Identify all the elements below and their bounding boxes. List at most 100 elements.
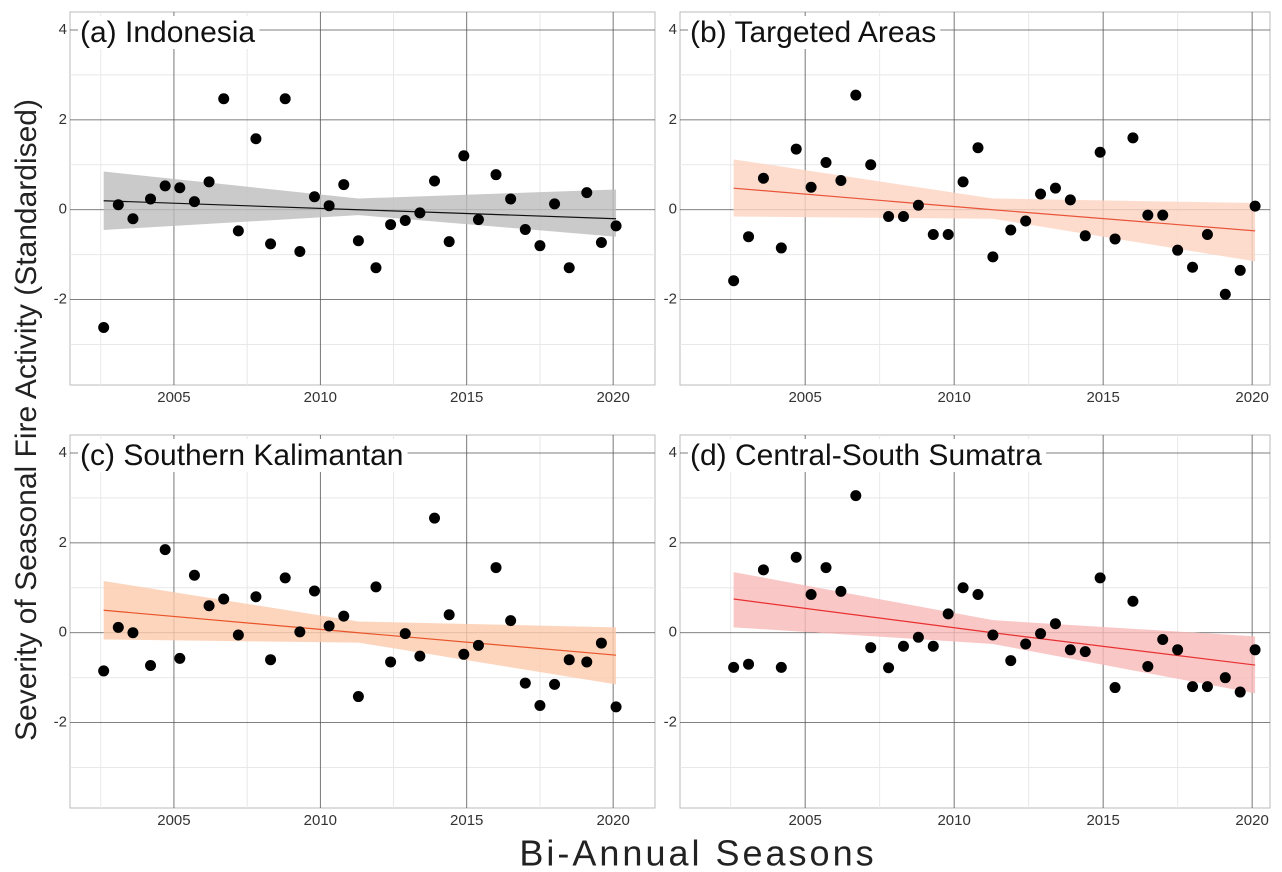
point (443, 609, 455, 621)
point (265, 654, 277, 666)
point (1079, 646, 1091, 658)
y-tick-label: -2 (54, 291, 67, 308)
point (563, 654, 575, 666)
point (519, 224, 531, 236)
y-tick-label: 2 (59, 111, 67, 128)
point (250, 133, 262, 145)
x-tick-label: 2005 (157, 812, 190, 829)
point (399, 215, 411, 227)
point (942, 608, 954, 620)
point (232, 225, 244, 237)
point (127, 627, 139, 639)
point (458, 648, 470, 660)
point (534, 700, 546, 712)
point (370, 581, 382, 593)
point (429, 512, 441, 524)
point (972, 142, 984, 154)
point (370, 262, 382, 274)
point (757, 172, 769, 184)
point (1127, 132, 1139, 144)
point (835, 585, 847, 597)
panel-title: (c) Southern Kalimantan (80, 439, 404, 472)
point (472, 214, 484, 226)
point (352, 235, 364, 247)
trend-line (733, 187, 1256, 232)
point (610, 220, 622, 232)
point (308, 191, 320, 203)
point (1109, 682, 1121, 694)
x-tick-label: 2020 (596, 389, 629, 406)
point (145, 193, 157, 205)
point (323, 200, 335, 212)
point (352, 691, 364, 703)
y-tick-label: 4 (669, 21, 677, 38)
point (188, 196, 200, 208)
point (743, 231, 755, 243)
y-tick-label: 2 (59, 534, 67, 551)
point (972, 589, 984, 601)
point (1219, 288, 1231, 300)
point (1127, 595, 1139, 607)
point (1201, 681, 1213, 693)
panel: 2005 2010 2015 2020 -2 0 2 4 (b) Targeted Areas (664, 11, 1271, 406)
point (490, 562, 502, 574)
point (805, 589, 817, 601)
point (957, 176, 969, 188)
x-tick-label: 2015 (1086, 389, 1119, 406)
point (1079, 230, 1091, 242)
x-tick-label: 2015 (1086, 812, 1119, 829)
point (883, 210, 895, 222)
point (98, 665, 110, 677)
x-tick-label: 2010 (937, 812, 970, 829)
point (790, 143, 802, 155)
title-background (688, 16, 941, 49)
x-tick-label: 2020 (1235, 812, 1268, 829)
panel-title: (d) Central-South Sumatra (690, 439, 1042, 472)
point (218, 593, 230, 605)
point (145, 660, 157, 672)
point (790, 551, 802, 563)
point (1109, 233, 1121, 245)
x-tick-label: 2005 (788, 812, 821, 829)
point (458, 150, 470, 162)
confidence-band (103, 171, 617, 237)
point (1172, 644, 1184, 656)
panel-title: (b) Targeted Areas (690, 16, 936, 49)
point (850, 490, 862, 502)
point (98, 321, 110, 333)
point (1049, 618, 1061, 630)
point (865, 642, 877, 654)
point (443, 236, 455, 248)
point (957, 582, 969, 594)
point (127, 213, 139, 225)
point (534, 240, 546, 252)
y-axis-label: Severity of Seasonal Fire Activity (Stan… (10, 99, 43, 741)
point (897, 210, 909, 222)
point (897, 640, 909, 652)
point (279, 93, 291, 105)
point (912, 199, 924, 211)
point (927, 640, 939, 652)
trend-line (103, 200, 617, 220)
point (581, 656, 593, 668)
point (987, 629, 999, 641)
x-tick-label: 2010 (937, 389, 970, 406)
point (490, 169, 502, 181)
panel: 2005 2010 2015 2020 -2 0 2 4 (a) Indonesia (54, 11, 656, 406)
point (112, 621, 124, 633)
point (1035, 628, 1047, 640)
point (883, 662, 895, 674)
point (519, 677, 531, 689)
y-tick-label: 4 (669, 444, 677, 461)
point (1142, 209, 1154, 221)
point (232, 629, 244, 641)
point (338, 179, 350, 191)
trend-line (103, 609, 617, 656)
point (1201, 228, 1213, 240)
point (472, 639, 484, 651)
point (549, 198, 561, 210)
point (505, 193, 517, 205)
point (1094, 146, 1106, 158)
point (159, 544, 171, 556)
